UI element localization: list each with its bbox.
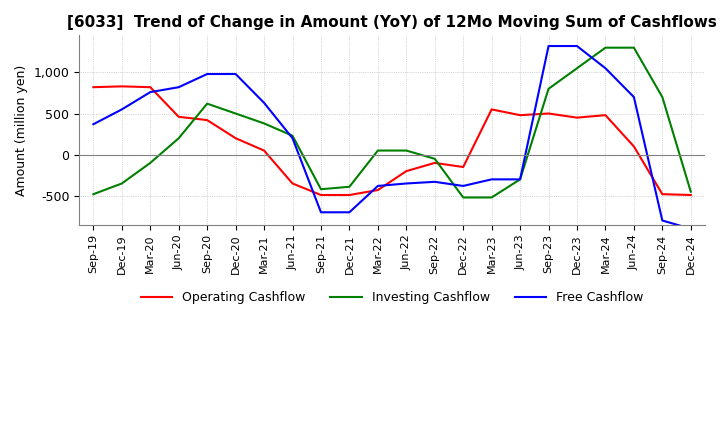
Investing Cashflow — [402, 148, 410, 153]
Investing Cashflow — [516, 177, 524, 182]
Operating Cashflow — [345, 192, 354, 198]
Operating Cashflow — [231, 136, 240, 141]
Free Cashflow — [544, 44, 553, 49]
Investing Cashflow — [117, 181, 126, 186]
Operating Cashflow — [601, 113, 610, 118]
Investing Cashflow — [544, 86, 553, 92]
Operating Cashflow — [572, 115, 581, 120]
Free Cashflow — [260, 100, 269, 106]
Free Cashflow — [203, 71, 212, 77]
Investing Cashflow — [686, 189, 695, 194]
Operating Cashflow — [686, 192, 695, 198]
Free Cashflow — [572, 44, 581, 49]
Investing Cashflow — [629, 45, 638, 50]
Operating Cashflow — [146, 84, 155, 90]
Operating Cashflow — [174, 114, 183, 119]
Line: Operating Cashflow: Operating Cashflow — [94, 86, 690, 195]
Free Cashflow — [89, 121, 98, 127]
Free Cashflow — [601, 66, 610, 71]
Operating Cashflow — [89, 84, 98, 90]
Operating Cashflow — [544, 111, 553, 116]
Investing Cashflow — [317, 187, 325, 192]
Free Cashflow — [402, 181, 410, 186]
Operating Cashflow — [431, 160, 439, 165]
Investing Cashflow — [487, 195, 496, 200]
Line: Investing Cashflow: Investing Cashflow — [94, 48, 690, 198]
Free Cashflow — [431, 179, 439, 184]
Free Cashflow — [117, 107, 126, 112]
Operating Cashflow — [288, 181, 297, 186]
Operating Cashflow — [203, 117, 212, 123]
Investing Cashflow — [658, 95, 667, 100]
Operating Cashflow — [658, 191, 667, 197]
Investing Cashflow — [572, 66, 581, 71]
Free Cashflow — [146, 89, 155, 95]
Operating Cashflow — [459, 165, 467, 170]
Operating Cashflow — [260, 148, 269, 153]
Legend: Operating Cashflow, Investing Cashflow, Free Cashflow: Operating Cashflow, Investing Cashflow, … — [136, 286, 649, 309]
Free Cashflow — [345, 209, 354, 215]
Operating Cashflow — [374, 187, 382, 193]
Free Cashflow — [516, 177, 524, 182]
Free Cashflow — [686, 226, 695, 231]
Investing Cashflow — [174, 136, 183, 141]
Operating Cashflow — [402, 169, 410, 174]
Investing Cashflow — [459, 195, 467, 200]
Investing Cashflow — [345, 184, 354, 189]
Operating Cashflow — [629, 144, 638, 149]
Free Cashflow — [231, 71, 240, 77]
Investing Cashflow — [374, 148, 382, 153]
Investing Cashflow — [89, 191, 98, 197]
Investing Cashflow — [431, 156, 439, 161]
Investing Cashflow — [203, 101, 212, 106]
Free Cashflow — [174, 84, 183, 90]
Operating Cashflow — [516, 113, 524, 118]
Free Cashflow — [288, 136, 297, 141]
Free Cashflow — [487, 177, 496, 182]
Investing Cashflow — [260, 121, 269, 126]
Free Cashflow — [317, 209, 325, 215]
Investing Cashflow — [601, 45, 610, 50]
Investing Cashflow — [146, 160, 155, 165]
Line: Free Cashflow: Free Cashflow — [94, 46, 690, 229]
Free Cashflow — [629, 95, 638, 100]
Free Cashflow — [658, 218, 667, 223]
Investing Cashflow — [231, 111, 240, 116]
Y-axis label: Amount (million yen): Amount (million yen) — [15, 64, 28, 196]
Free Cashflow — [374, 183, 382, 189]
Operating Cashflow — [317, 192, 325, 198]
Investing Cashflow — [288, 133, 297, 139]
Title: [6033]  Trend of Change in Amount (YoY) of 12Mo Moving Sum of Cashflows: [6033] Trend of Change in Amount (YoY) o… — [67, 15, 717, 30]
Operating Cashflow — [487, 107, 496, 112]
Operating Cashflow — [117, 84, 126, 89]
Free Cashflow — [459, 183, 467, 189]
